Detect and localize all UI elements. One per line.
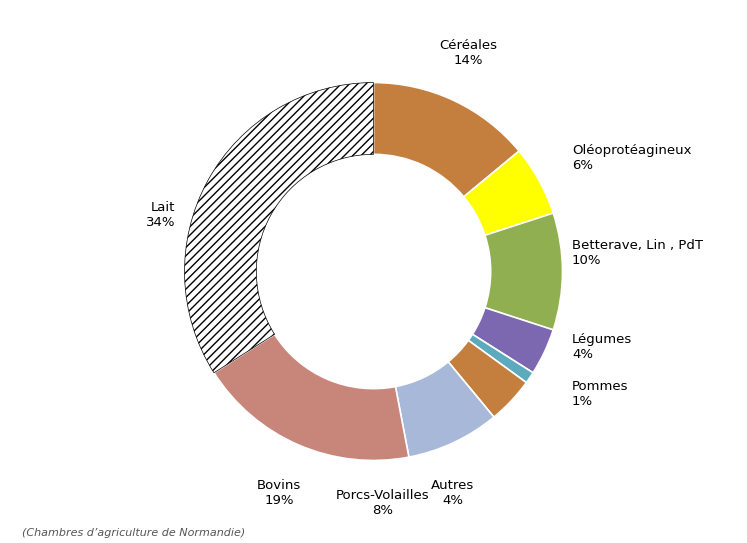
Wedge shape [214,334,409,460]
Wedge shape [485,213,562,330]
Text: Céréales
14%: Céréales 14% [439,40,497,67]
Text: Pommes
1%: Pommes 1% [572,380,628,408]
Wedge shape [374,83,519,197]
Text: Bovins
19%: Bovins 19% [257,479,301,507]
Text: Lait
34%: Lait 34% [146,201,175,229]
Wedge shape [464,151,554,235]
Wedge shape [472,308,554,372]
Text: (Chambres d’agriculture de Normandie): (Chambres d’agriculture de Normandie) [22,528,246,538]
Text: Légumes
4%: Légumes 4% [572,333,632,361]
Text: Autres
4%: Autres 4% [431,479,474,507]
Wedge shape [468,334,533,383]
Text: Oléoprotéagineux
6%: Oléoprotéagineux 6% [572,144,692,172]
Wedge shape [185,83,374,372]
Text: Porcs-Volailles
8%: Porcs-Volailles 8% [336,489,430,517]
Text: Betterave, Lin , PdT
10%: Betterave, Lin , PdT 10% [572,238,703,267]
Wedge shape [448,340,527,417]
Wedge shape [395,362,494,457]
